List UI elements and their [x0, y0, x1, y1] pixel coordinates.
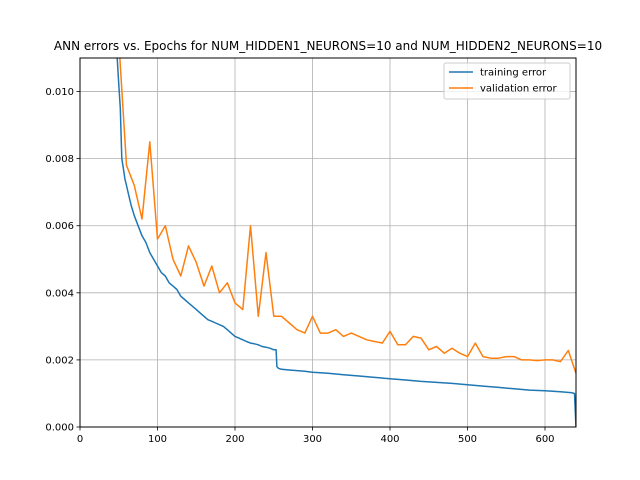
y-tick-label: 0.010 [45, 87, 74, 98]
x-tick-label: 300 [303, 434, 322, 445]
series-line-validation-error [119, 58, 576, 374]
y-tick-label: 0.008 [45, 154, 74, 165]
y-axis: 0.000 0.002 0.004 0.006 0.008 0.010 [45, 87, 80, 434]
legend-label-training: training error [480, 68, 547, 79]
y-tick-label: 0.006 [45, 221, 74, 232]
chart-title: ANN errors vs. Epochs for NUM_HIDDEN1_NE… [54, 39, 602, 53]
y-tick-label: 0.004 [45, 288, 74, 299]
legend-label-validation: validation error [480, 84, 558, 95]
x-tick-label: 600 [535, 434, 554, 445]
x-tick-label: 100 [148, 434, 167, 445]
x-tick-label: 500 [458, 434, 477, 445]
x-tick-label: 0 [77, 434, 83, 445]
series-line-training-error [116, 58, 576, 427]
x-tick-label: 400 [380, 434, 399, 445]
plot-frame [79, 57, 577, 428]
x-axis: 0 100 200 300 400 500 600 [77, 427, 555, 445]
legend: training error validation error [443, 62, 571, 100]
x-tick-label: 200 [225, 434, 244, 445]
series-layer [116, 58, 576, 427]
y-tick-label: 0.000 [45, 423, 74, 434]
legend-box [443, 62, 571, 100]
y-tick-label: 0.002 [45, 355, 74, 366]
